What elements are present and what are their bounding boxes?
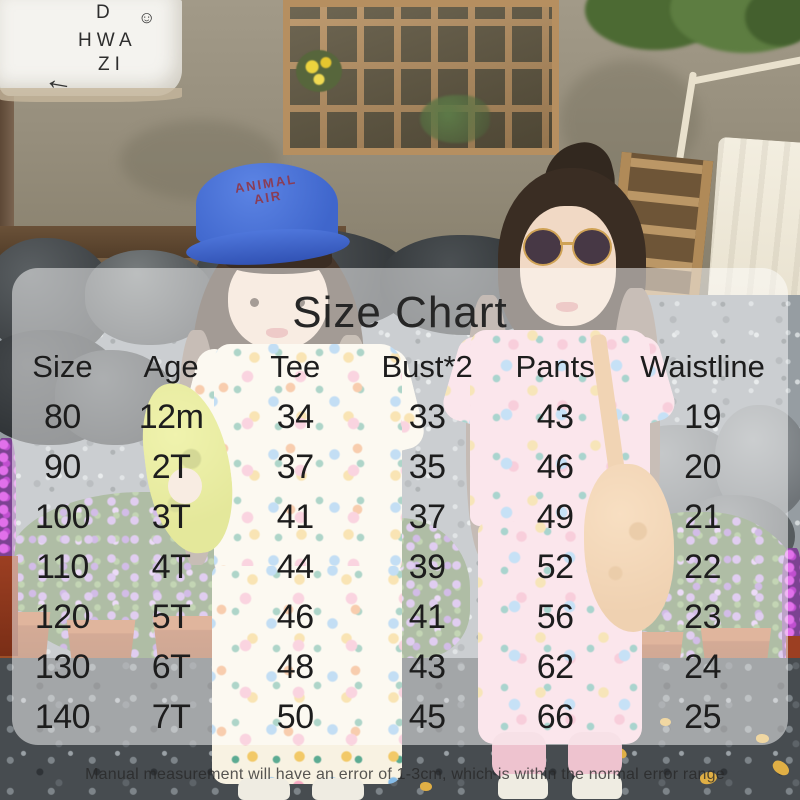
whiteboard-text: D xyxy=(96,2,115,23)
table-cell: 120 xyxy=(34,597,91,636)
smiley-icon: ☺ xyxy=(138,8,156,27)
table-cell: 4T xyxy=(151,547,191,586)
table-cell: 3T xyxy=(151,497,191,536)
table-cell: 25 xyxy=(684,697,721,736)
table-cell: 44 xyxy=(276,547,314,586)
cap-text-line2: AIR xyxy=(252,187,284,208)
fallen-leaf xyxy=(420,782,432,791)
whiteboard-sign xyxy=(0,0,182,102)
table-cell: 23 xyxy=(684,597,721,636)
table-cell: 52 xyxy=(536,547,574,586)
table-cell: 37 xyxy=(408,497,446,536)
table-cell: 49 xyxy=(536,497,574,536)
sunglasses-lens xyxy=(523,228,563,266)
whiteboard-text: HWA xyxy=(78,30,137,51)
table-cell: 110 xyxy=(36,547,89,586)
photo-caption: Manual measurement will have an error of… xyxy=(85,766,725,783)
table-cell: 33 xyxy=(408,397,446,436)
table-cell: 43 xyxy=(408,647,446,686)
table-cell: 56 xyxy=(536,597,574,636)
column-header: Bust*2 xyxy=(381,349,473,384)
table-cell: 48 xyxy=(276,647,314,686)
table-cell: 45 xyxy=(408,697,446,736)
table-cell: 90 xyxy=(44,447,81,486)
table-cell: 46 xyxy=(276,597,314,636)
table-cell: 6T xyxy=(151,647,191,686)
table-cell: 43 xyxy=(536,397,574,436)
window-flowers xyxy=(296,50,342,92)
column-header: Tee xyxy=(270,349,321,384)
table-cell: 19 xyxy=(684,397,721,436)
table-cell: 22 xyxy=(684,547,721,586)
table-cell: 140 xyxy=(34,697,91,736)
girl-left-shoe xyxy=(312,778,364,800)
page-title: Size Chart xyxy=(292,288,508,337)
table-cell: 12m xyxy=(138,397,204,436)
table-cell: 41 xyxy=(408,597,446,636)
table-cell: 100 xyxy=(34,497,91,536)
arrow-icon: ← xyxy=(41,61,77,100)
table-cell: 41 xyxy=(276,497,314,536)
whiteboard-text: ZI xyxy=(98,54,125,75)
table-cell: 34 xyxy=(276,397,314,436)
column-header: Pants xyxy=(515,349,595,384)
table-cell: 50 xyxy=(276,697,314,736)
sunglasses-lens xyxy=(572,228,612,266)
window-plant xyxy=(420,95,490,143)
girl-right-shoe xyxy=(572,774,622,799)
table-cell: 46 xyxy=(536,447,574,486)
table-cell: 35 xyxy=(408,447,446,486)
table-cell: 37 xyxy=(276,447,314,486)
table-cell: 130 xyxy=(34,647,91,686)
column-header: Size xyxy=(32,349,93,384)
size-table: Size Age Tee Bust*2 Pants Waistline 80 12m 34 33 4… xyxy=(12,342,788,742)
table-cell: 39 xyxy=(408,547,446,586)
table-cell: 24 xyxy=(684,647,721,686)
sunglasses-bridge xyxy=(560,242,574,245)
table-cell: 7T xyxy=(151,697,191,736)
white-overlay-panel xyxy=(12,268,788,745)
table-cell: 66 xyxy=(536,697,574,736)
table-cell: 20 xyxy=(684,447,721,486)
column-header: Waistline xyxy=(640,349,765,384)
table-cell: 21 xyxy=(684,497,721,536)
table-cell: 5T xyxy=(151,597,191,636)
table-cell: 80 xyxy=(44,397,81,436)
girl-right-shoe xyxy=(498,774,548,799)
torn-edge xyxy=(0,88,182,102)
ladder-rung xyxy=(626,190,700,207)
ladder-rung xyxy=(630,157,703,175)
table-cell: 2T xyxy=(151,447,191,486)
table-cell: 62 xyxy=(536,647,574,686)
column-header: Age xyxy=(143,349,199,384)
girl-left-shoe xyxy=(238,778,290,800)
